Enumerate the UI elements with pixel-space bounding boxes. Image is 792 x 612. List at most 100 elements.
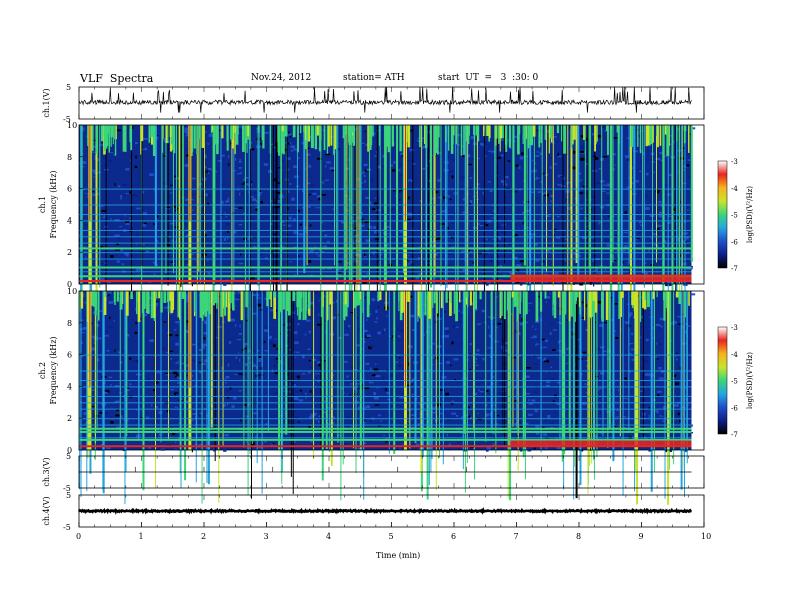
spectrogram-noise-cell	[239, 358, 241, 362]
spectrogram-noise-cell	[208, 171, 210, 174]
spectrogram-noise-cell	[491, 383, 495, 385]
spectrogram-noise-cell	[347, 393, 352, 397]
spectrogram-noise-cell	[103, 335, 109, 337]
top-activity	[527, 125, 530, 149]
top-activity	[433, 291, 436, 304]
spectrogram-noise-cell	[145, 250, 150, 253]
spectrogram-noise-cell	[122, 449, 125, 452]
top-activity	[544, 125, 546, 140]
spectrogram-noise-cell	[623, 232, 628, 234]
sferic-streak	[573, 291, 575, 467]
spectrogram-noise-cell	[285, 323, 291, 327]
spectrogram-noise-cell	[444, 327, 449, 330]
y-tick-label: 8	[67, 153, 72, 162]
spectrogram-noise-cell	[204, 321, 207, 325]
spectrogram-noise-cell	[130, 407, 136, 410]
spectrogram-noise-cell	[519, 421, 522, 424]
top-activity	[345, 125, 347, 135]
top-activity	[170, 125, 173, 145]
top-activity	[95, 125, 98, 154]
top-activity	[87, 125, 89, 146]
spectrogram-noise-cell	[245, 319, 248, 322]
spectrogram-noise-cell	[535, 155, 540, 157]
sferic-streak	[463, 291, 466, 434]
spectrogram-noise-cell	[170, 358, 173, 360]
spectrogram-noise-cell	[346, 167, 350, 170]
spectrogram-noise-cell	[399, 199, 401, 201]
spectrogram-noise-cell	[91, 253, 95, 256]
top-activity	[141, 125, 144, 142]
spectrogram-noise-cell	[556, 402, 561, 405]
top-activity	[683, 125, 686, 144]
spectrogram-noise-cell	[445, 392, 450, 396]
sferic-streak	[495, 291, 497, 454]
spectrogram-noise-cell	[238, 186, 240, 188]
spectrogram-noise-cell	[493, 318, 497, 322]
spectrogram-noise-cell	[579, 179, 581, 182]
spectrogram-noise-cell	[682, 169, 685, 171]
top-activity	[524, 291, 528, 315]
sferic-streak	[509, 291, 512, 501]
spectrogram-noise-cell	[372, 374, 376, 377]
spectrogram-noise-cell	[246, 440, 248, 443]
spectrogram-noise-cell	[451, 341, 454, 345]
spectrogram-noise-cell	[530, 191, 535, 194]
sferic-streak	[612, 125, 614, 263]
top-activity	[165, 125, 168, 144]
spectrogram-noise-cell	[191, 343, 196, 346]
sferic-streak	[356, 125, 358, 324]
spectrogram-noise-cell	[642, 151, 645, 155]
sferic-streak	[81, 125, 83, 323]
spectrogram-noise-cell	[408, 362, 411, 366]
spectrogram-noise-cell	[130, 159, 132, 162]
sferic-streak	[333, 125, 335, 266]
top-activity	[488, 125, 491, 139]
top-activity	[327, 125, 330, 147]
spectrogram-noise-cell	[369, 381, 374, 384]
ch2-spectrogram-image	[78, 290, 705, 505]
spectrogram-noise-cell	[364, 296, 367, 299]
spectrogram-noise-cell	[579, 157, 585, 161]
top-activity	[407, 125, 411, 148]
spectrogram-noise-cell	[462, 269, 467, 272]
spectrogram-noise-cell	[430, 356, 435, 359]
frequency-axis-label: Frequency (kHz)	[49, 170, 58, 238]
spectrogram-noise-cell	[454, 184, 456, 186]
spectrogram-noise-cell	[286, 168, 290, 171]
top-activity	[407, 291, 411, 302]
spectrogram-noise-cell	[573, 150, 576, 154]
spectrogram-noise-cell	[477, 323, 482, 325]
spectrogram-noise-cell	[389, 164, 393, 167]
top-activity	[284, 125, 287, 137]
spectrogram-noise-cell	[226, 388, 229, 392]
top-activity	[520, 291, 522, 302]
colorbar-tick-label: -5	[731, 378, 738, 386]
sferic-streak	[138, 291, 140, 440]
spectrogram-noise-cell	[100, 176, 102, 178]
spectrogram-noise-cell	[614, 164, 616, 166]
spectrogram-noise-cell	[363, 442, 367, 444]
spectrogram-noise-cell	[367, 228, 371, 231]
spectrogram-noise-cell	[234, 207, 238, 210]
spectrogram-noise-cell	[141, 223, 146, 227]
spectrogram-noise-cell	[106, 447, 111, 450]
spectrogram-noise-cell	[93, 175, 95, 178]
spectrogram-noise-cell	[286, 224, 292, 227]
spectrogram-noise-cell	[114, 385, 120, 388]
sferic-streak	[384, 125, 387, 319]
spectrogram-noise-cell	[624, 377, 628, 380]
spectrogram-noise-cell	[351, 424, 353, 428]
spectrogram-noise-cell	[407, 129, 413, 132]
spectrogram-noise-cell	[365, 143, 368, 147]
spectrogram-noise-cell	[341, 397, 344, 401]
sferic-streak	[559, 291, 561, 440]
spectrogram-noise-cell	[571, 336, 575, 338]
top-activity	[287, 291, 291, 316]
spectrogram-noise-cell	[189, 199, 194, 201]
sferic-streak	[250, 291, 252, 499]
spectrogram-noise-cell	[91, 151, 97, 153]
spectrogram-noise-cell	[141, 190, 145, 194]
spectrogram-noise-cell	[183, 176, 186, 179]
sferic-streak	[180, 291, 182, 489]
spectrogram-noise-cell	[470, 446, 475, 449]
